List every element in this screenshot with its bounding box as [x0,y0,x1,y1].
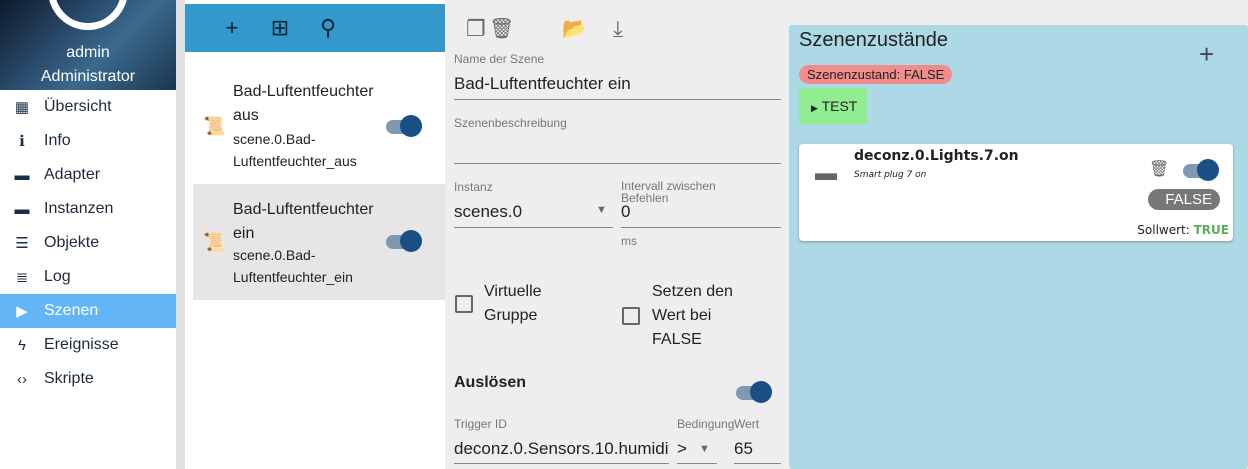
nav-instances[interactable]: ▬ Instanzen [0,192,176,226]
code-icon: ‹› [17,370,27,388]
divider [176,0,185,469]
setpoint-label: Sollwert: [1137,223,1190,237]
condition-label: Bedingung [677,417,735,431]
add-icon[interactable]: + [1199,39,1215,69]
scene-state-badge: Szenenzustand: FALSE [799,65,953,84]
interval-input[interactable]: 0 [621,202,631,221]
delete-icon[interactable]: 🗑 [1149,161,1170,178]
name-input[interactable]: Bad-Luftentfeuchter ein [454,74,631,93]
value-label: Wert [734,417,760,431]
scene-id: scene.0.Bad-Luftentfeuchter_ein [233,247,353,285]
sidebar: admin Administrator ▦ Übersicht ℹ Info ▬ Ad… [0,0,176,469]
scene-title: Bad-Luftentfeuchter ein [233,201,374,242]
play-icon: ▶ [811,103,818,113]
nav-scripts[interactable]: ‹› Skripte [0,362,176,396]
nav-label: Instanzen [44,200,114,217]
avatar[interactable] [48,0,128,30]
folder-icon: ▬ [815,160,837,185]
grid-icon: ▦ [14,99,30,116]
lines-icon: ≣ [15,269,29,286]
script-icon: 📜 [203,116,226,136]
nav-label: Ereignisse [44,336,119,353]
value-input[interactable]: 65 [734,439,753,458]
set-on-false-checkbox[interactable] [622,307,640,325]
list-icon: ☰ [15,235,29,252]
user-role: Administrator [40,68,136,85]
scene-id: scene.0.Bad-Luftentfeuchter_aus [233,131,357,169]
chevron-down-icon[interactable]: ▼ [699,443,710,455]
user-panel: admin Administrator [0,0,176,90]
nav-label: Objekte [44,234,100,251]
nav-label: Szenen [44,302,99,319]
name-label: Name der Szene [454,52,545,66]
scene-list-toolbar: + ⊞ ⚲ [185,4,445,52]
nav-label: Adapter [44,166,101,183]
scene-enable-toggle[interactable] [384,230,422,252]
scene-enable-toggle[interactable] [384,115,422,137]
set-on-false-label: Setzen den Wert bei FALSE [652,283,733,348]
test-label: TEST [821,98,858,114]
virtual-group-checkbox[interactable] [455,295,473,313]
scene-title: Bad-Luftentfeuchter aus [233,83,374,124]
instance-label: Instanz [454,180,493,194]
delete-icon[interactable]: 🗑 [489,18,515,40]
nav-objects[interactable]: ☰ Objekte [0,226,176,260]
user-name: admin [66,44,110,61]
actual-value-toggle[interactable]: FALSE [1148,189,1220,210]
add-folder-icon[interactable]: ⊞ [270,15,290,40]
nav-adapter[interactable]: ▬ Adapter [0,158,176,192]
setpoint-value: TRUE [1193,223,1229,237]
subtitles-icon: ▬ [14,200,30,218]
search-icon[interactable]: ⚲ [319,15,337,40]
state-enable-toggle[interactable] [1181,159,1219,181]
instance-select[interactable]: scenes.0 [454,202,523,221]
nav-events[interactable]: ϟ Ereignisse [0,328,176,362]
interval-label: Intervall zwischen Befehlen [621,179,716,205]
states-title: Szenenzustände [799,29,949,51]
trigger-title: Auslösen [454,374,527,391]
nav-label: Übersicht [44,98,112,115]
info-icon: ℹ [19,133,25,150]
scene-item[interactable]: 📜 Bad-Luftentfeuchter aus scene.0.Bad-Lu… [193,68,445,184]
nav-label: Log [44,268,71,285]
nav-scenes[interactable]: ▶ Szenen [0,294,176,328]
scenes-icon: ▶ [16,303,28,320]
flash-icon: ϟ [18,336,26,354]
export-folder-icon[interactable]: 📂 [562,18,587,40]
copy-icon[interactable]: ❐ [466,16,486,41]
add-icon[interactable]: + [225,15,239,40]
trigger-id-input[interactable]: deconz.0.Sensors.10.humidity [454,439,669,458]
store-icon: ▬ [14,166,30,184]
download-icon[interactable]: ⤓ [613,16,623,41]
virtual-group-label: Virtuelle Gruppe [484,283,542,324]
description-label: Szenenbeschreibung [454,116,567,130]
scene-item[interactable]: 📜 Bad-Luftentfeuchter ein scene.0.Bad-Lu… [193,184,445,300]
test-button[interactable]: ▶ TEST [799,88,867,124]
nav-label: Skripte [44,370,94,387]
chevron-down-icon[interactable]: ▼ [596,204,607,216]
script-icon: 📜 [203,232,226,252]
interval-unit: ms [621,234,637,248]
condition-select[interactable]: > [677,439,687,458]
nav-log[interactable]: ≣ Log [0,260,176,294]
state-id: deconz.0.Lights.7.on [854,148,1019,164]
state-card: ▬ deconz.0.Lights.7.on Smart plug 7 on 🗑… [799,144,1233,241]
trigger-id-label: Trigger ID [454,417,507,431]
nav-label: Info [44,132,71,149]
setpoint: Sollwert: TRUE [1137,223,1229,237]
state-desc: Smart plug 7 on [854,170,927,180]
trigger-toggle[interactable] [734,381,772,403]
nav-overview[interactable]: ▦ Übersicht [0,90,176,124]
nav-info[interactable]: ℹ Info [0,124,176,158]
